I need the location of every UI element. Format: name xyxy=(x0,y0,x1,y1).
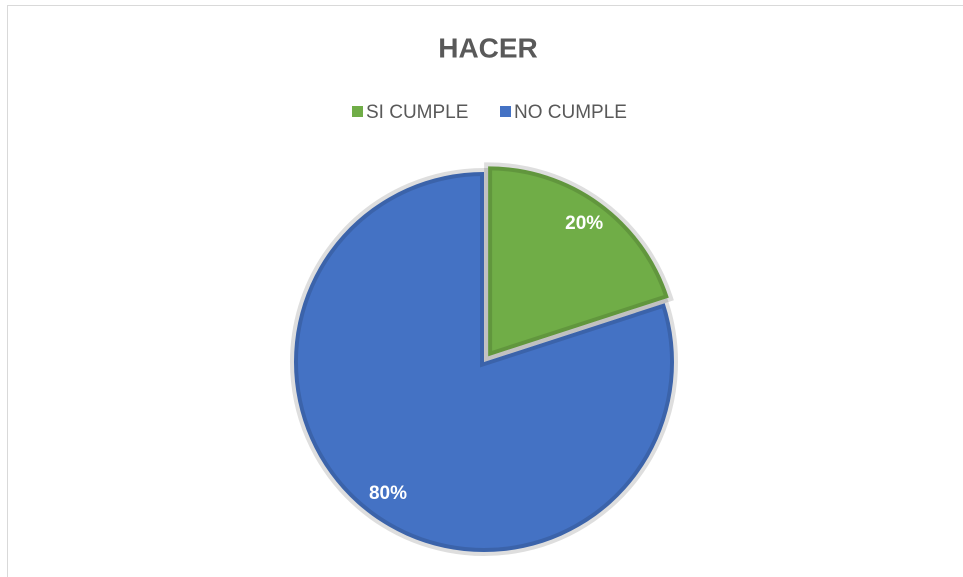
legend-swatch xyxy=(500,106,511,117)
legend-label: NO CUMPLE xyxy=(514,102,627,123)
pie-slice-border xyxy=(484,162,674,362)
legend-label: SI CUMPLE xyxy=(366,102,468,123)
pie-slice xyxy=(294,172,674,552)
legend-swatch xyxy=(352,106,363,117)
pie-slice xyxy=(488,166,669,357)
data-label: 20% xyxy=(565,213,603,234)
chart-title: HACER xyxy=(438,32,538,63)
data-label: 80% xyxy=(369,483,407,504)
pie-slice-border xyxy=(290,167,678,556)
